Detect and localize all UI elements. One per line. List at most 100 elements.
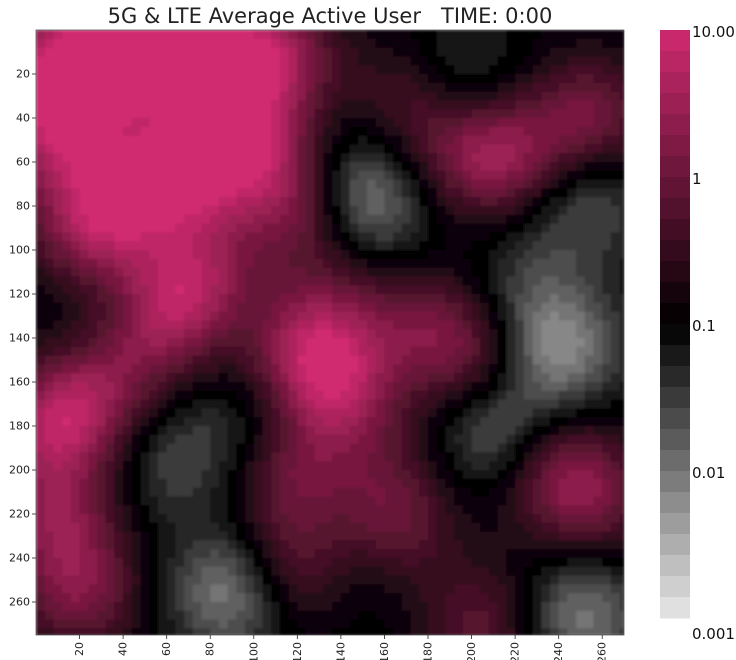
heatmap-cell bbox=[314, 65, 325, 75]
heatmap-cell bbox=[523, 320, 534, 330]
heatmap-cell bbox=[70, 82, 81, 93]
heatmap-cell bbox=[428, 206, 438, 216]
heatmap-cell bbox=[367, 602, 377, 612]
heatmap-cell bbox=[610, 452, 621, 462]
heatmap-cell bbox=[140, 470, 150, 480]
heatmap-cell bbox=[253, 91, 264, 101]
heatmap-cell bbox=[340, 558, 351, 568]
heatmap-cell bbox=[227, 452, 237, 462]
heatmap-cell bbox=[271, 470, 281, 480]
heatmap-cell bbox=[523, 30, 534, 40]
heatmap-cell bbox=[471, 82, 481, 93]
heatmap-cell bbox=[96, 118, 107, 128]
heatmap-cell bbox=[288, 452, 298, 462]
heatmap-cell bbox=[236, 566, 246, 577]
heatmap-cell bbox=[218, 443, 229, 453]
heatmap-cell bbox=[149, 118, 159, 128]
heatmap-cell bbox=[480, 619, 490, 629]
heatmap-cell bbox=[576, 82, 586, 93]
heatmap-cell bbox=[454, 602, 464, 612]
heatmap-cell bbox=[541, 382, 551, 392]
heatmap-cell bbox=[454, 126, 464, 137]
heatmap-cell bbox=[123, 566, 133, 577]
heatmap-cell bbox=[515, 558, 525, 568]
heatmap-cell bbox=[166, 162, 176, 172]
heatmap-cell bbox=[567, 390, 577, 401]
colorbar-segment bbox=[660, 513, 690, 535]
heatmap-cell bbox=[506, 522, 516, 533]
heatmap-cell bbox=[44, 47, 55, 57]
heatmap-cell bbox=[79, 30, 89, 40]
heatmap-cell bbox=[549, 390, 560, 401]
heatmap-cell bbox=[419, 628, 429, 635]
heatmap-cell bbox=[297, 276, 307, 286]
heatmap-cell bbox=[410, 311, 420, 321]
heatmap-cell bbox=[262, 109, 272, 119]
heatmap-cell bbox=[497, 38, 507, 49]
heatmap-cell bbox=[436, 153, 447, 163]
y-tick-label: 40 bbox=[16, 112, 30, 125]
heatmap-cell bbox=[36, 399, 46, 409]
heatmap-cell bbox=[480, 276, 490, 286]
heatmap-cell bbox=[410, 373, 420, 383]
heatmap-cell bbox=[210, 153, 220, 163]
heatmap-cell bbox=[471, 206, 481, 216]
heatmap-cell bbox=[384, 478, 394, 489]
heatmap-cell bbox=[218, 531, 229, 541]
heatmap-cell bbox=[218, 206, 229, 216]
heatmap-cell bbox=[236, 38, 246, 49]
heatmap-cell bbox=[428, 294, 438, 304]
heatmap-cell bbox=[62, 584, 72, 594]
heatmap-cell bbox=[419, 232, 429, 242]
heatmap-cell bbox=[497, 100, 507, 110]
heatmap-cell bbox=[480, 522, 490, 533]
heatmap-cell bbox=[131, 100, 142, 110]
heatmap-cell bbox=[384, 162, 394, 172]
heatmap-cell bbox=[523, 232, 534, 242]
heatmap-cell bbox=[488, 294, 499, 304]
heatmap-cell bbox=[245, 417, 255, 427]
heatmap-cell bbox=[375, 179, 386, 189]
heatmap-cell bbox=[306, 38, 316, 49]
heatmap-cell bbox=[96, 144, 107, 154]
heatmap-cell bbox=[401, 531, 412, 541]
heatmap-cell bbox=[192, 135, 203, 145]
heatmap-cell bbox=[140, 311, 150, 321]
heatmap-cell bbox=[384, 267, 394, 277]
heatmap-cell bbox=[166, 514, 176, 524]
heatmap-cell bbox=[36, 65, 46, 75]
heatmap-cell bbox=[166, 628, 176, 635]
heatmap-cell bbox=[166, 364, 176, 374]
heatmap-cell bbox=[506, 566, 516, 577]
heatmap-cell bbox=[584, 364, 595, 374]
heatmap-cell bbox=[393, 329, 403, 339]
heatmap-cell bbox=[44, 144, 55, 154]
heatmap-cell bbox=[96, 135, 107, 145]
heatmap-cell bbox=[410, 118, 420, 128]
heatmap-cell bbox=[375, 338, 386, 348]
heatmap-cell bbox=[480, 338, 490, 348]
heatmap-cell bbox=[210, 91, 220, 101]
heatmap-cell bbox=[610, 496, 621, 506]
heatmap-cell bbox=[332, 250, 342, 260]
heatmap-cell bbox=[306, 558, 316, 568]
heatmap-cell bbox=[79, 118, 89, 128]
heatmap-cell bbox=[602, 452, 612, 462]
heatmap-cell bbox=[602, 602, 612, 612]
colorbar-segment bbox=[660, 408, 690, 430]
heatmap-cell bbox=[36, 505, 46, 515]
heatmap-cell bbox=[349, 338, 359, 348]
heatmap-cell bbox=[419, 584, 429, 594]
heatmap-cell bbox=[88, 38, 98, 49]
heatmap-cell bbox=[271, 364, 281, 374]
heatmap-cell bbox=[218, 65, 229, 75]
heatmap-cell bbox=[384, 250, 394, 260]
heatmap-cell bbox=[192, 118, 203, 128]
heatmap-cell bbox=[279, 346, 290, 357]
heatmap-cell bbox=[445, 505, 455, 515]
heatmap-cell bbox=[166, 452, 176, 462]
heatmap-cell bbox=[340, 364, 351, 374]
heatmap-cell bbox=[166, 47, 176, 57]
heatmap-cell bbox=[323, 38, 333, 49]
heatmap-cell bbox=[297, 355, 307, 365]
